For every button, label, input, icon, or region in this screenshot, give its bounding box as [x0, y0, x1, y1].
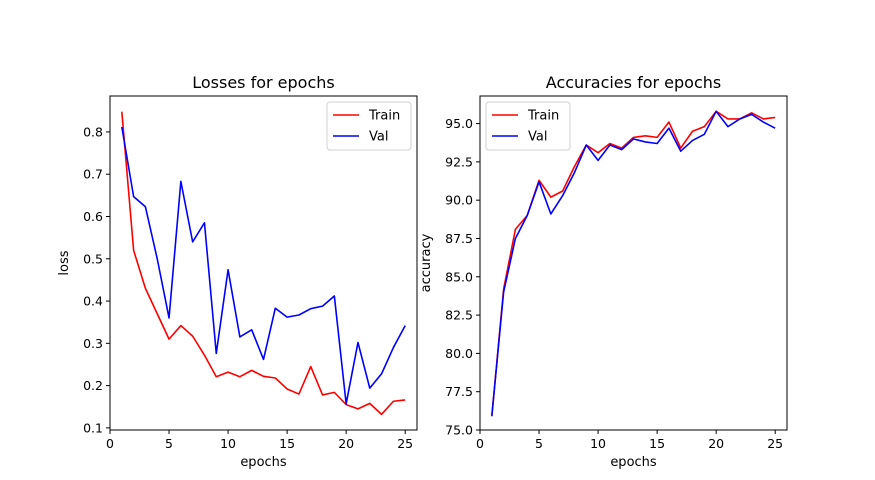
chart-title: Accuracies for epochs [546, 73, 721, 92]
x-tick-label: 25 [767, 436, 783, 451]
series-line-val [491, 110, 776, 417]
x-tick-label: 20 [708, 436, 724, 451]
x-tick-label: 5 [535, 436, 543, 451]
y-tick-label: 0.6 [83, 209, 103, 224]
x-tick-label: 15 [649, 436, 665, 451]
y-tick-label: 90.0 [445, 193, 473, 208]
x-tick-label: 0 [476, 436, 484, 451]
x-tick-label: 5 [165, 436, 173, 451]
chart-panel-1: 0 5 10 15 20 25 0.1 0.2 0.3 0.4 0.5 0.6 0.7 0.8 Losses… [57, 73, 418, 470]
x-tick-label: 10 [590, 436, 606, 451]
series-line-train [491, 110, 776, 417]
y-tick-label: 0.5 [83, 251, 103, 266]
legend-label-val: Val [369, 130, 388, 145]
y-tick-label: 85.0 [445, 269, 473, 284]
legend: Train Val [326, 101, 412, 151]
y-tick-label: 0.8 [83, 124, 103, 139]
y-tick-label: 0.1 [83, 420, 103, 435]
legend: Train Val [485, 101, 571, 151]
legend-box [326, 101, 412, 151]
y-tick-label: 92.5 [445, 154, 473, 169]
plot-frame [109, 95, 418, 431]
y-axis-label: loss [57, 250, 72, 275]
legend-label-val: Val [528, 130, 547, 145]
y-tick-label: 82.5 [445, 308, 473, 323]
y-tick-label: 0.7 [83, 167, 103, 182]
y-tick-label: 80.0 [445, 346, 473, 361]
chart-panel-2: 0 5 10 15 20 25 75.0 77.5 80.0 82.5 85.0 87.5 90.0 92… [419, 73, 788, 470]
y-tick-label: 75.0 [445, 423, 473, 438]
chart-title: Losses for epochs [192, 73, 335, 92]
legend-box [485, 101, 571, 151]
y-tick-label: 0.3 [83, 336, 103, 351]
x-axis-label: epochs [240, 455, 287, 470]
y-tick-label: 0.4 [83, 294, 103, 309]
x-tick-label: 10 [220, 436, 236, 451]
series-line-val [121, 126, 406, 405]
y-tick-label: 77.5 [445, 384, 473, 399]
x-tick-label: 15 [279, 436, 295, 451]
legend-label-train: Train [527, 109, 559, 124]
x-tick-label: 25 [397, 436, 413, 451]
y-tick-label: 87.5 [445, 231, 473, 246]
legend-label-train: Train [368, 109, 400, 124]
x-axis-label: epochs [610, 455, 657, 470]
plot-frame [479, 95, 788, 431]
series-line-train [121, 111, 406, 416]
y-axis-label: accuracy [419, 233, 434, 292]
x-tick-label: 0 [106, 436, 114, 451]
y-tick-label: 95.0 [445, 116, 473, 131]
x-tick-label: 20 [338, 436, 354, 451]
y-tick-label: 0.2 [83, 378, 103, 393]
